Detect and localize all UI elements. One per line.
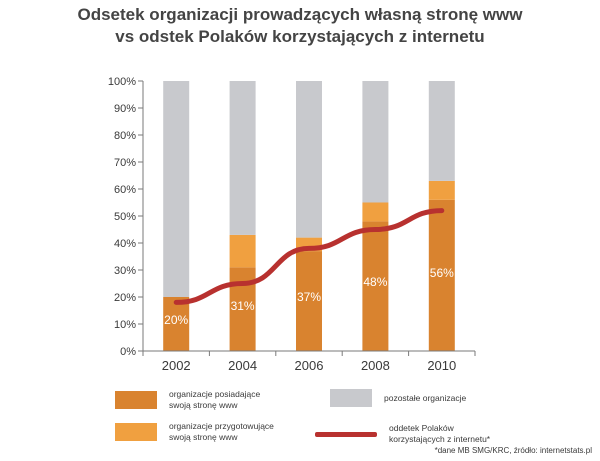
chart-title-line-1: Odsetek organizacji prowadzących własną … [77,5,523,24]
y-tick-label: 80% [114,130,136,142]
bar-segment-2006-s2 [296,81,322,238]
bar-value-label-2008: 48% [363,275,387,289]
stacked-bar-chart: 0% 10% 20% 30% 40% 50% 60% 70% 80% 90% 100% 20% 31%… [108,76,476,373]
bar-segment-2004-s2 [229,81,256,235]
internet-users-line-path [173,208,445,305]
y-tick-label: 20% [114,292,136,304]
chart-title-line-2: vs odstek Polaków korzystających z inter… [115,27,485,46]
y-tick-label: 30% [114,265,136,277]
y-tick-label: 50% [114,211,136,223]
y-tick-label: 40% [114,238,136,250]
legend-label-posiadajace: organizacje posiadające swoją stronę www [169,389,261,410]
legend-swatch-posiadajace [115,391,157,409]
legend-swatch-przygotowujace [115,423,157,441]
legend-label-przygotowujace: organizacje przygotowujące swoją stronę … [169,421,274,442]
x-tick-label-2002: 2002 [162,358,191,373]
x-tick-label-2006: 2006 [295,358,324,373]
x-axis: 2002 2004 2006 2008 2010 [142,350,476,373]
bar-segment-2008-s0 [362,221,389,351]
legend-item-pozostale: pozostałe organizacje [330,389,466,407]
internet-users-line [173,208,445,305]
y-tick-label: 70% [114,157,136,169]
bars [163,81,455,351]
legend-label-pozostale: pozostałe organizacje [384,392,467,403]
x-tick-label-2004: 2004 [228,358,257,373]
y-axis: 0% 10% 20% 30% 40% 50% 60% 70% 80% 90% 100% [108,76,144,358]
y-tick-label: 100% [108,76,136,88]
bar-segment-2002-s2 [163,81,190,297]
bar-segment-2010-s0 [428,199,455,351]
legend-item-posiadajace: organizacje posiadające swoją stronę www [115,389,260,411]
y-tick-label: 10% [114,319,136,331]
legend-line-internet [315,431,377,437]
legend-swatch-pozostale [330,389,372,407]
bar-segment-2010-s1 [428,180,455,200]
legend-item-internet: oddetek Polaków korzystających z interne… [315,423,490,445]
bar-segment-2004-s1 [229,234,256,268]
bar-segment-2010-s2 [428,81,455,181]
bar-value-label-2002: 20% [164,313,188,327]
bar-segment-2002-s0 [163,297,190,351]
bar-segment-2008-s2 [362,81,389,203]
bar-value-label-2010: 56% [430,266,454,280]
x-tick-label-2008: 2008 [361,358,390,373]
y-tick-label: 0% [120,346,136,358]
bar-value-label-2004: 31% [231,299,255,313]
value-labels: 20% 31% 37% 48% 56% [164,266,454,327]
legend-item-przygotowujace: organizacje przygotowujące swoją stronę … [115,421,274,443]
x-tick-label-2010: 2010 [427,358,456,373]
legend-label-internet: oddetek Polaków korzystających z interne… [389,423,491,444]
y-tick-label: 60% [114,184,136,196]
bar-segment-2006-s0 [296,251,322,351]
chart-title: Odsetek organizacji prowadzących własną … [0,4,600,48]
bar-segment-2008-s1 [362,202,389,222]
source-note: *dane MB SMG/KRC, źródło: internetstats.… [434,446,592,455]
bar-value-label-2006: 37% [297,290,321,304]
y-tick-label: 90% [114,103,136,115]
